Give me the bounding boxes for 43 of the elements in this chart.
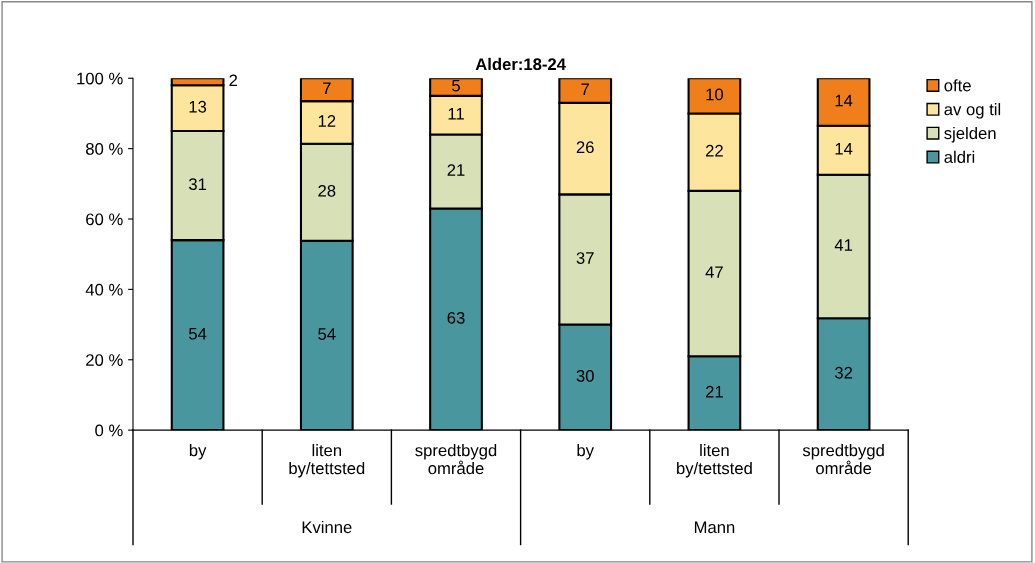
data-label: 7 xyxy=(581,83,589,95)
data-label: 28 xyxy=(318,184,336,197)
data-label: 14 xyxy=(835,143,853,155)
data-label: 26 xyxy=(576,141,594,154)
y-tick-label: 60 % xyxy=(86,213,123,226)
y-tick-label: 40 % xyxy=(85,283,123,296)
text: Kvinne xyxy=(302,520,352,534)
y-tick-label: 80 % xyxy=(86,143,123,155)
data-label: 21 xyxy=(447,164,465,176)
data-label: 14 xyxy=(835,94,853,107)
legend-label: ofte xyxy=(944,79,971,92)
data-label: 31 xyxy=(188,178,207,191)
data-label: 47 xyxy=(705,266,723,278)
data-label: 21 xyxy=(705,385,723,398)
data-label: 54 xyxy=(189,327,207,340)
data-label: 41 xyxy=(834,239,853,251)
x-tick-label: spredtbygd område xyxy=(415,444,497,475)
data-label: 10 xyxy=(706,88,724,101)
x-tick-label: liten by/tettsted xyxy=(289,444,365,478)
data-label: 54 xyxy=(318,328,336,340)
data-label: 7 xyxy=(323,82,331,94)
y-tick-label: 100 % xyxy=(77,72,123,85)
data-label: 13 xyxy=(189,100,207,113)
data-label: 32 xyxy=(834,366,853,379)
legend-label: sjelden xyxy=(944,126,996,143)
x-tick-label: by xyxy=(189,444,207,460)
legend-label: av og til xyxy=(944,103,1001,119)
legend-label: aldri xyxy=(944,150,975,164)
data-label: 5 xyxy=(452,79,460,92)
data-label: 22 xyxy=(705,144,723,157)
text: Mann xyxy=(694,521,735,534)
data-label: 11 xyxy=(448,108,464,120)
data-label: 30 xyxy=(576,370,594,382)
data-label: 63 xyxy=(447,311,465,324)
data-label: 12 xyxy=(318,115,336,127)
x-tick-label: by xyxy=(577,444,594,460)
y-tick-label: 0 % xyxy=(95,424,123,437)
y-tick-label: 20 % xyxy=(86,354,123,366)
x-tick-label: spredtbygd område xyxy=(802,444,884,475)
chart-title: Alder:18-24 xyxy=(475,57,566,71)
data-label: 37 xyxy=(576,252,594,264)
x-tick-label: liten by/tettsted xyxy=(677,444,752,478)
data-label: 2 xyxy=(229,74,238,87)
